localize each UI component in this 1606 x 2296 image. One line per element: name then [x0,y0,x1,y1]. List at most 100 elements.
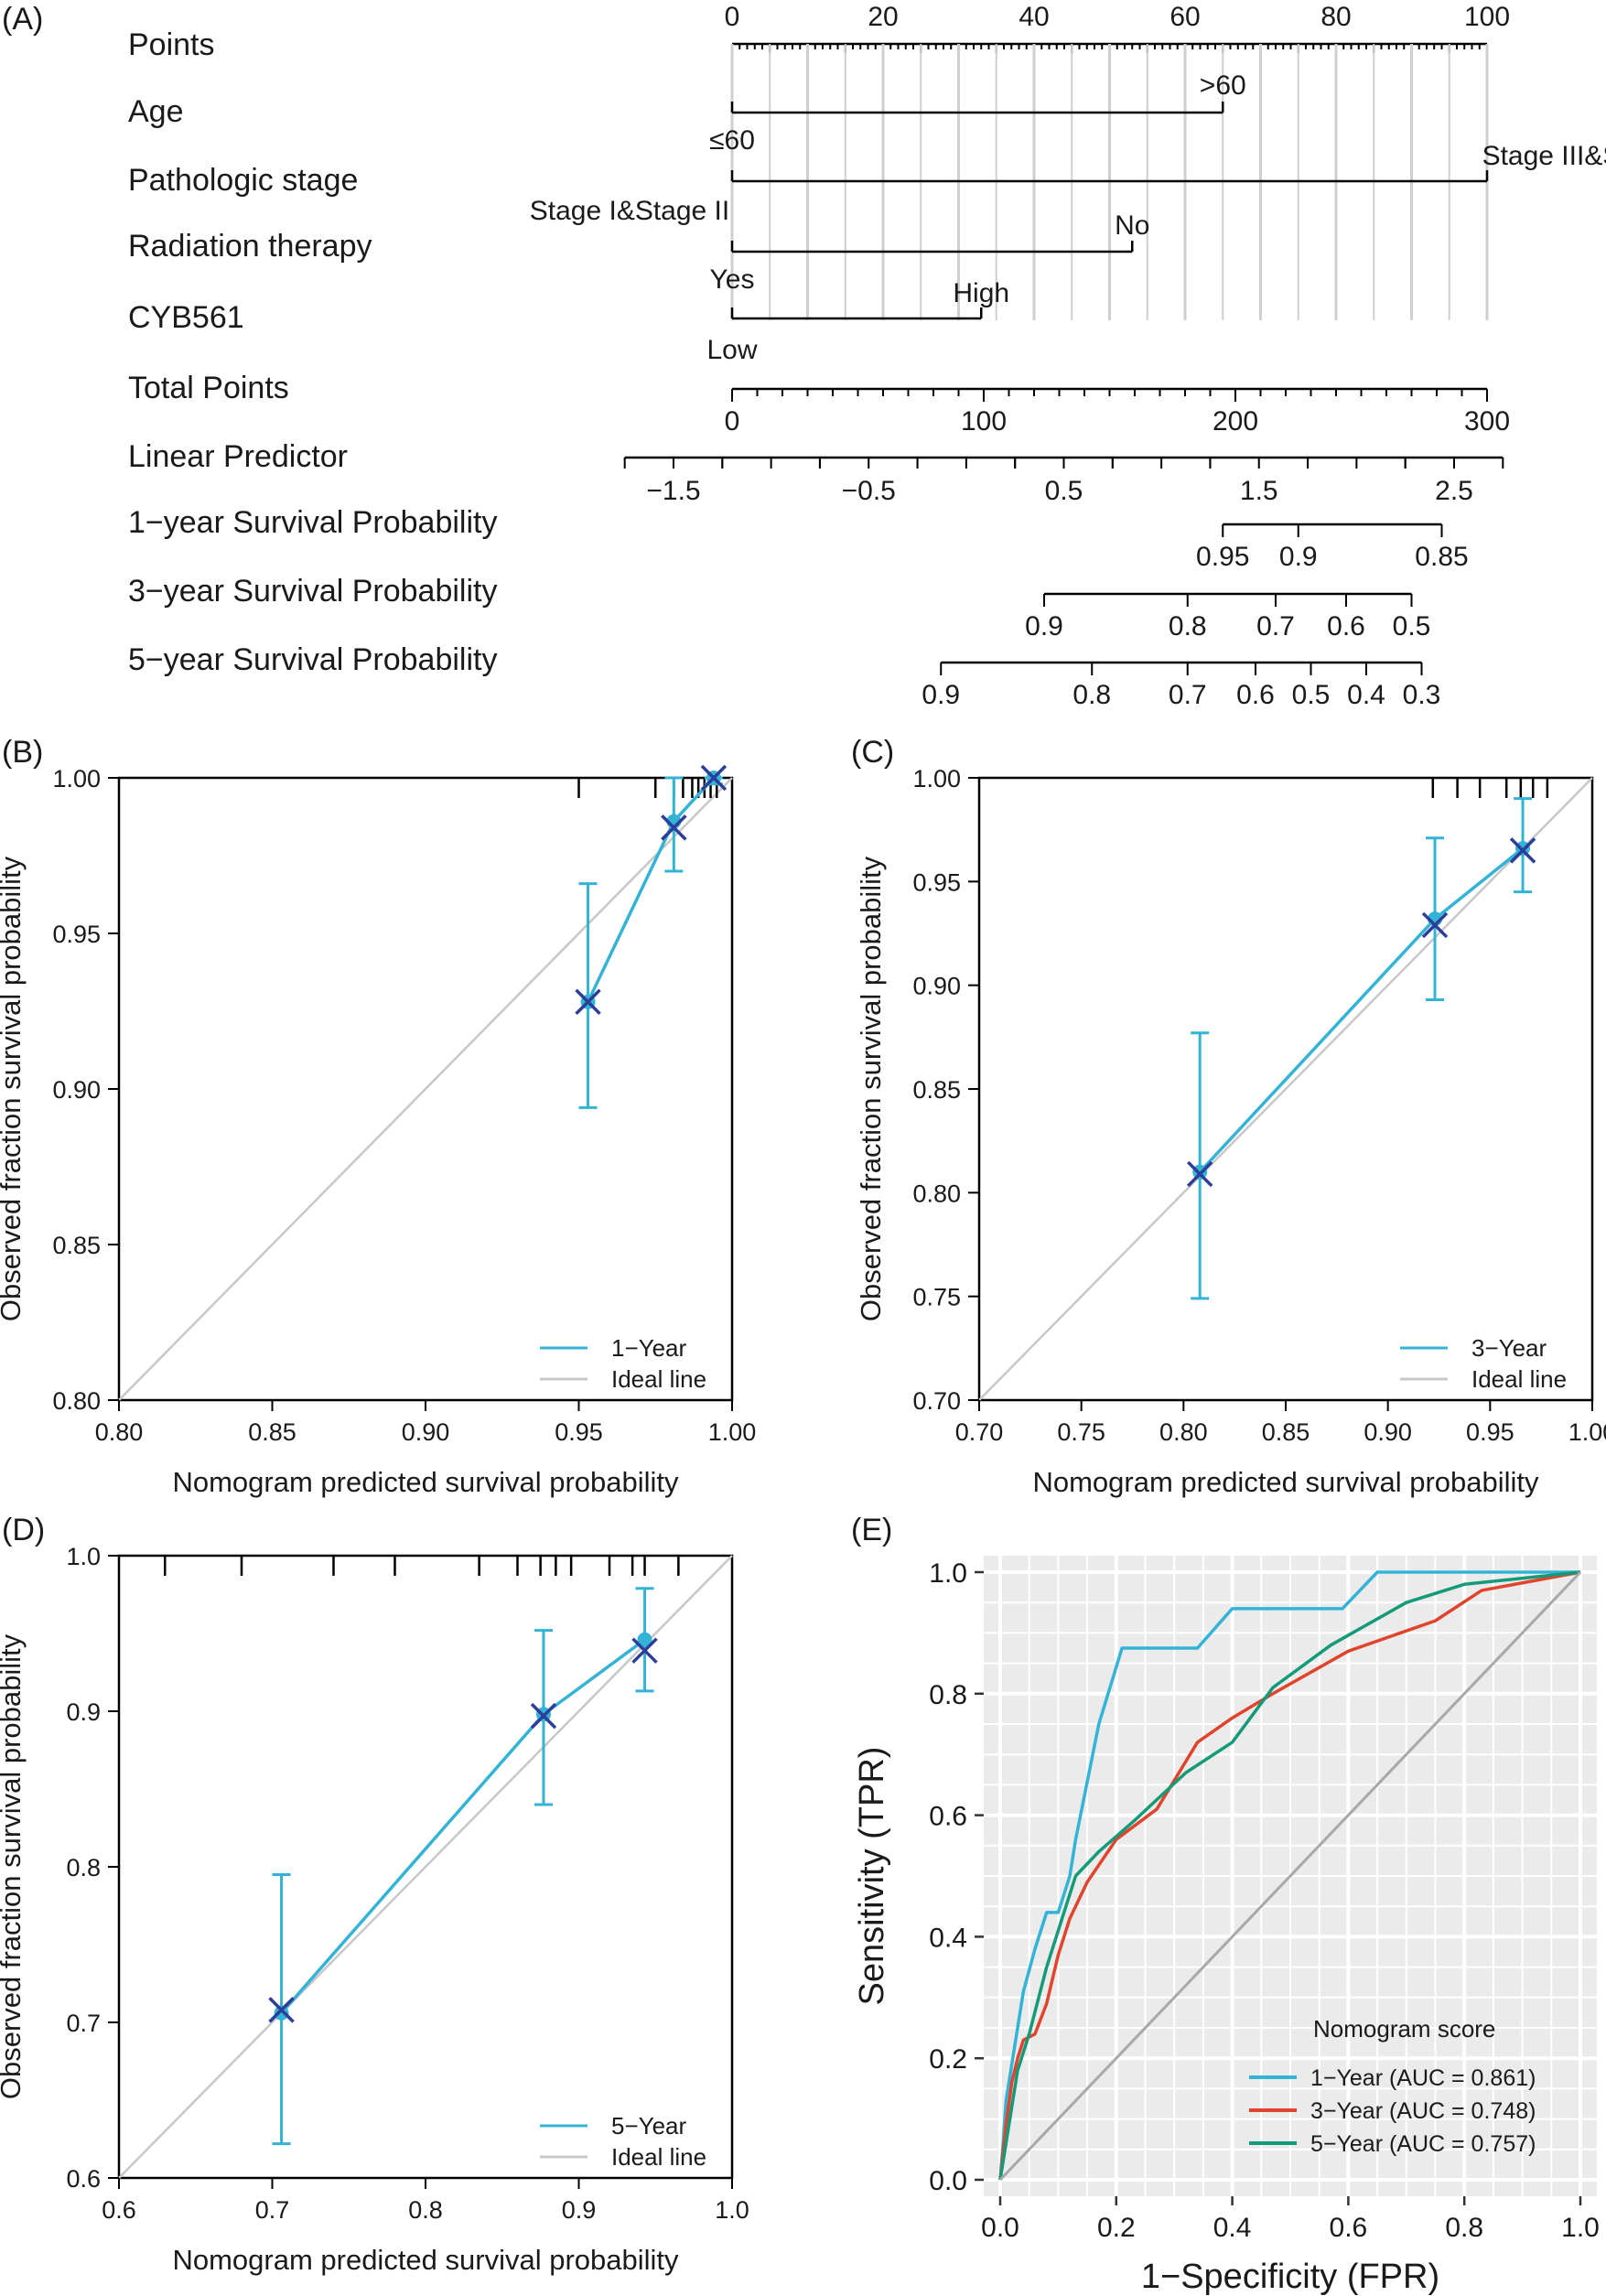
calibration-point [274,2005,289,2021]
legend-label-one_year: 1−Year (AUC = 0.861) [1310,2065,1536,2091]
legend-label-three_year: 3−Year (AUC = 0.748) [1310,2098,1536,2124]
x-axis-tick-label: 0.7 [255,2196,290,2224]
roc-reference-diagonal [998,1570,1582,2182]
points-axis-tick-label: 20 [868,2,898,32]
total-points-tick-label: 200 [1213,406,1258,437]
5-year-survival-probability-tick-label: 0.6 [1236,680,1275,710]
x-axis-tick-label: 0.9 [562,2196,597,2224]
y-axis-tick-label: 1.0 [66,1543,101,1570]
linear-predictor-tick-label: −0.5 [842,476,896,506]
linear-predictor-tick-label: 0.5 [1045,476,1083,506]
x-axis-title: 1−Specificity (FPR) [1141,2258,1439,2296]
cyb561-level-high: High [953,278,1009,308]
x-axis-tick-label: 0.2 [1097,2213,1136,2243]
x-axis-tick-label: 0.70 [955,1418,1004,1446]
points-axis-tick-label: 40 [1019,2,1049,32]
cyb561-level-low: Low [706,335,757,365]
legend-label-series: 3−Year [1471,1334,1547,1362]
age-level-low: ≤60 [709,125,755,156]
y-axis-tick-label: 0.6 [66,2165,101,2193]
x-axis-tick-label: 0.85 [248,1418,296,1446]
x-axis-tick-label: 0.6 [1330,2213,1368,2243]
x-axis-tick-label: 0.95 [1466,1418,1514,1446]
bias-corrected-cross [575,988,601,1016]
panel-label: (D) [2,1513,45,1547]
y-axis-tick-label: 0.90 [912,973,961,1000]
bias-corrected-cross [1186,1160,1213,1188]
y-axis-tick-label: 0.80 [912,1180,961,1207]
roc-curve-5-year [998,1570,1581,2181]
x-axis-tick-label: 0.90 [1363,1418,1412,1446]
x-axis-tick-label: 0.8 [1445,2213,1483,2243]
legend-label-five_year: 5−Year (AUC = 0.757) [1310,2131,1536,2157]
x-axis-tick-label: 0.75 [1057,1418,1105,1446]
5-year-survival-probability-tick-label: 0.9 [922,680,960,710]
y-axis-title: Observed fraction survival probability [855,856,887,1321]
y-axis-tick-label: 0.8 [929,1680,967,1710]
bias-corrected-cross [1509,837,1536,864]
y-axis-tick-label: 0.0 [929,2166,967,2196]
legend-label-ideal: Ideal line [1471,1365,1567,1393]
3-year-survival-probability-tick-label: 0.5 [1393,611,1431,641]
panel-label: (C) [851,735,894,770]
x-axis-tick-label: 0.95 [555,1418,603,1446]
y-axis-tick-label: 0.85 [912,1076,961,1104]
1-year-survival-probability-tick-label: 0.9 [1279,542,1318,572]
legend-label-ideal: Ideal line [611,1365,706,1393]
1-year-survival-probability-tick-label: 0.85 [1415,542,1468,572]
5-year-survival-probability-tick-label: 0.5 [1292,680,1331,710]
3-year-survival-probability-tick-label: 0.7 [1256,611,1295,641]
y-axis-tick-label: 1.00 [912,765,961,792]
x-axis-tick-label: 0.4 [1213,2213,1252,2243]
linear-predictor-tick-label: 1.5 [1240,476,1278,506]
bias-corrected-cross [631,1637,658,1664]
panel-b-calibration-1-year: (B) 0.80 0.85 0.90 0.95 1.00 0.80 0.85 0.90 0.95 1… [0,735,756,1498]
x-axis-tick-label: 1.0 [1561,2213,1600,2243]
nomogram-row-label-1-year-survival-probability: 1−year Survival Probability [128,505,497,540]
nomogram-row-label-3-year-survival-probability: 3−year Survival Probability [128,574,497,609]
ideal-line [978,777,1593,1401]
legend-title: Nomogram score [1313,2015,1495,2043]
y-axis-tick-label: 0.2 [929,2044,967,2075]
x-axis-tick-label: 0.0 [981,2213,1019,2243]
y-axis-tick-label: 0.85 [52,1232,101,1259]
y-axis-tick-label: 0.95 [52,921,101,948]
legend-label-ideal: Ideal line [611,2143,706,2171]
bias-corrected-cross [1421,911,1449,939]
points-axis-tick-label: 60 [1169,2,1200,32]
3-year-survival-probability-tick-label: 0.9 [1025,611,1063,641]
5-year-survival-probability-tick-label: 0.4 [1347,680,1385,710]
3-year-survival-probability-tick-label: 0.8 [1169,611,1207,641]
5-year-survival-probability-tick-label: 0.8 [1072,680,1111,710]
nomogram-row-label-points: Points [128,27,215,62]
nomogram-row-label-pathologic-stage: Pathologic stage [128,163,358,198]
linear-predictor-tick-label: −1.5 [646,476,700,506]
panel-a-nomogram: (A) Points Age Pathologic stage Radiation th… [2,2,1606,710]
bias-corrected-cross [530,1702,557,1730]
points-axis-tick-label: 80 [1320,2,1351,32]
linear-predictor-tick-label: 2.5 [1435,476,1473,506]
y-axis-tick-label: 0.7 [66,2010,101,2037]
x-axis-tick-label: 0.90 [402,1418,450,1446]
y-axis-title: Observed fraction survival probability [0,1633,27,2099]
pathologic-stage-level-high: Stage III&Stage IV [1482,141,1606,171]
ideal-line [118,1555,733,2179]
radiation-therapy-level-low: Yes [710,264,755,295]
bias-corrected-cross [268,1997,295,2023]
y-axis-tick-label: 0.90 [52,1076,101,1104]
y-axis-tick-label: 0.8 [66,1854,101,1881]
y-axis-tick-label: 0.75 [912,1284,961,1311]
roc-curve-1-year [998,1570,1580,2181]
x-axis-tick-label: 0.80 [1159,1418,1208,1446]
y-axis-tick-label: 0.70 [912,1387,961,1415]
3-year-survival-probability-tick-label: 0.6 [1327,611,1365,641]
legend-label-series: 5−Year [611,2112,687,2140]
ideal-line [118,777,733,1401]
radiation-therapy-level-high: No [1115,210,1149,241]
y-axis-title: Observed fraction survival probability [0,856,27,1321]
y-axis-tick-label: 0.6 [929,1802,967,1832]
nomogram-row-label-radiation-therapy: Radiation therapy [128,229,372,264]
x-axis-tick-label: 1.00 [708,1418,757,1446]
5-year-survival-probability-tick-label: 0.7 [1169,680,1207,710]
